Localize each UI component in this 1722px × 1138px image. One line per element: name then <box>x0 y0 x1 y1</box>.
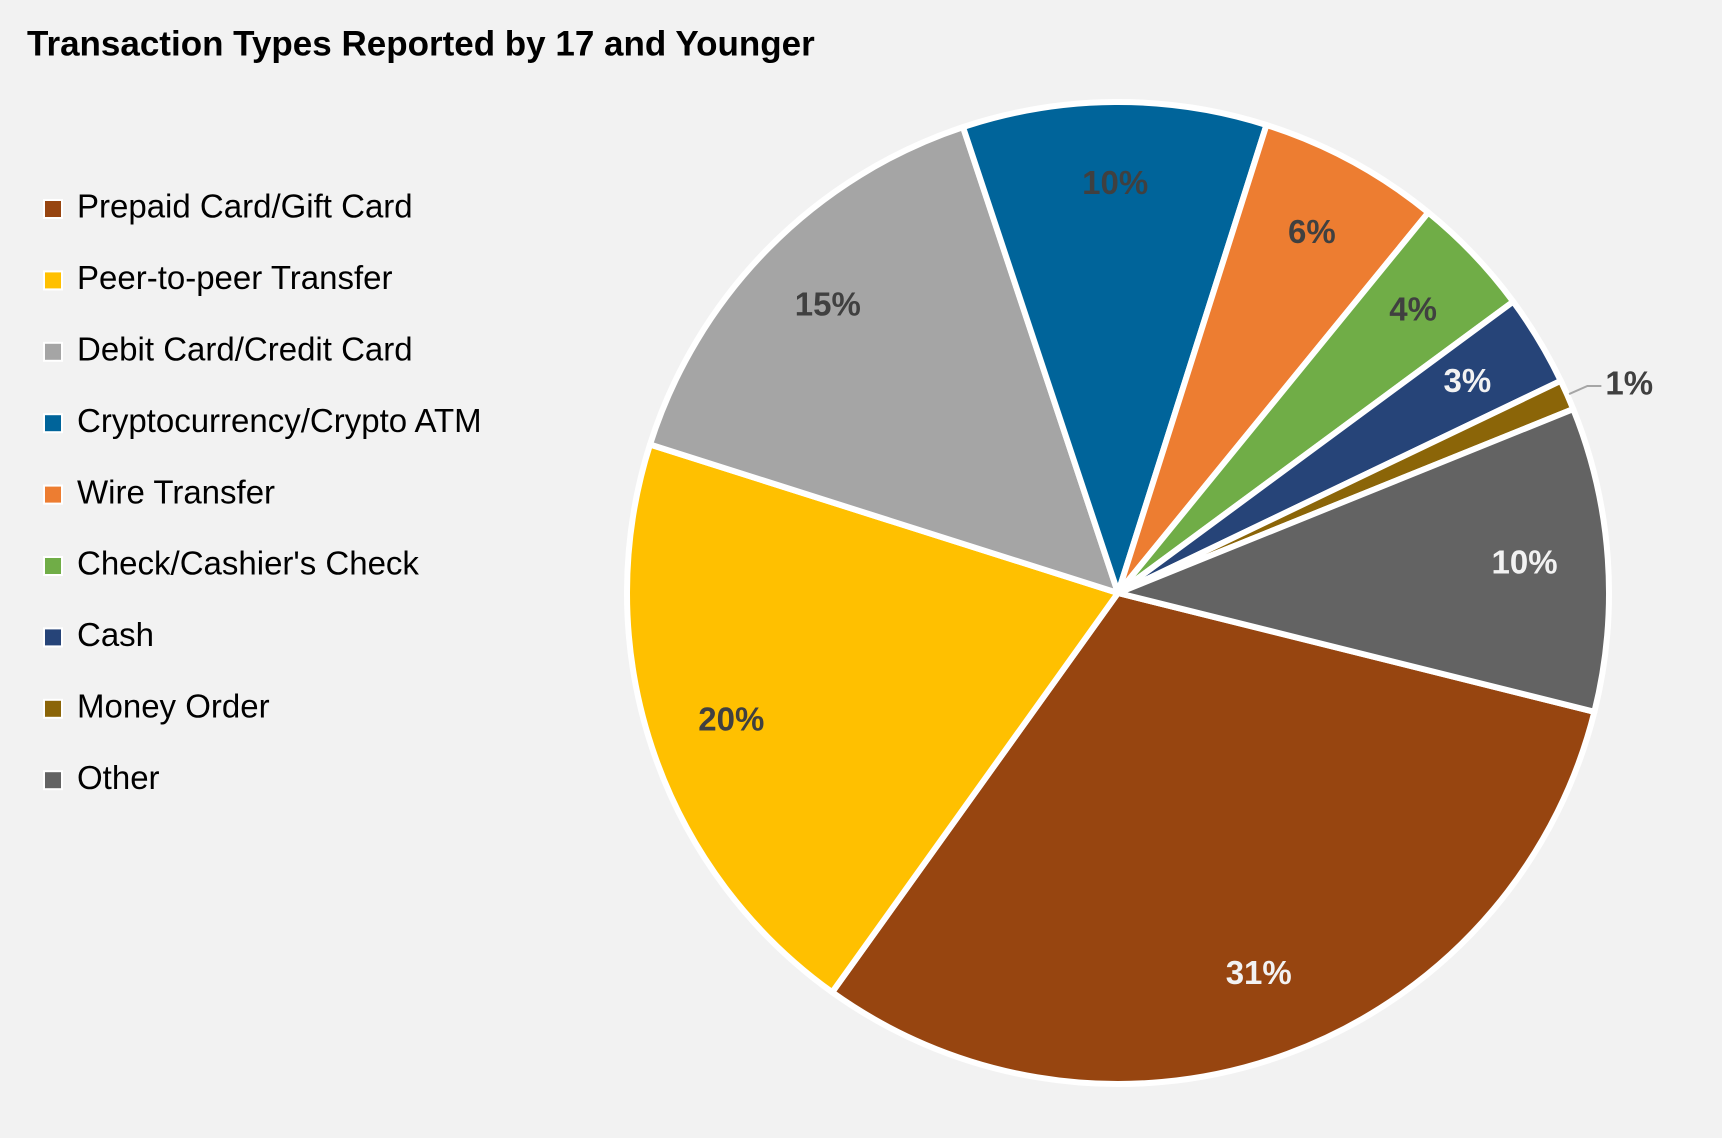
data-label: 1% <box>1605 365 1653 402</box>
legend-swatch <box>43 270 63 291</box>
legend-label: Check/Cashier's Check <box>77 545 419 582</box>
legend-swatch <box>43 627 63 648</box>
data-label: 15% <box>795 286 861 323</box>
data-label: 6% <box>1288 213 1336 250</box>
legend-swatch <box>43 698 63 719</box>
legend-swatch <box>43 199 63 219</box>
data-label: 4% <box>1389 291 1437 328</box>
leader-line <box>1568 384 1602 395</box>
legend-swatch <box>43 770 63 791</box>
legend-swatch <box>43 484 63 505</box>
data-label: 10% <box>1492 543 1558 580</box>
legend-label: Peer-to-peer Transfer <box>77 259 392 296</box>
chart-title: Transaction Types Reported by 17 and You… <box>27 24 815 63</box>
data-label: 10% <box>1082 164 1148 201</box>
legend-label: Money Order <box>77 688 270 725</box>
legend-label: Cryptocurrency/Crypto ATM <box>77 402 482 439</box>
pie-slice <box>1115 121 1432 596</box>
legend-swatch <box>43 413 63 434</box>
data-label: 31% <box>1226 954 1292 991</box>
legend-swatch <box>43 556 63 576</box>
pie-slice <box>1115 406 1612 715</box>
legend-swatch <box>43 341 63 362</box>
data-label: 3% <box>1443 362 1491 399</box>
pie-slice <box>960 99 1270 596</box>
pie-slice <box>624 441 1121 996</box>
data-label: 20% <box>698 700 764 737</box>
legend-label: Debit Card/Credit Card <box>77 331 413 368</box>
legend-label: Wire Transfer <box>77 473 275 510</box>
legend-label: Other <box>77 759 160 796</box>
legend-label: Prepaid Card/Gift Card <box>77 188 413 225</box>
legend-label: Cash <box>77 616 154 653</box>
pie-slice <box>829 590 1598 1087</box>
